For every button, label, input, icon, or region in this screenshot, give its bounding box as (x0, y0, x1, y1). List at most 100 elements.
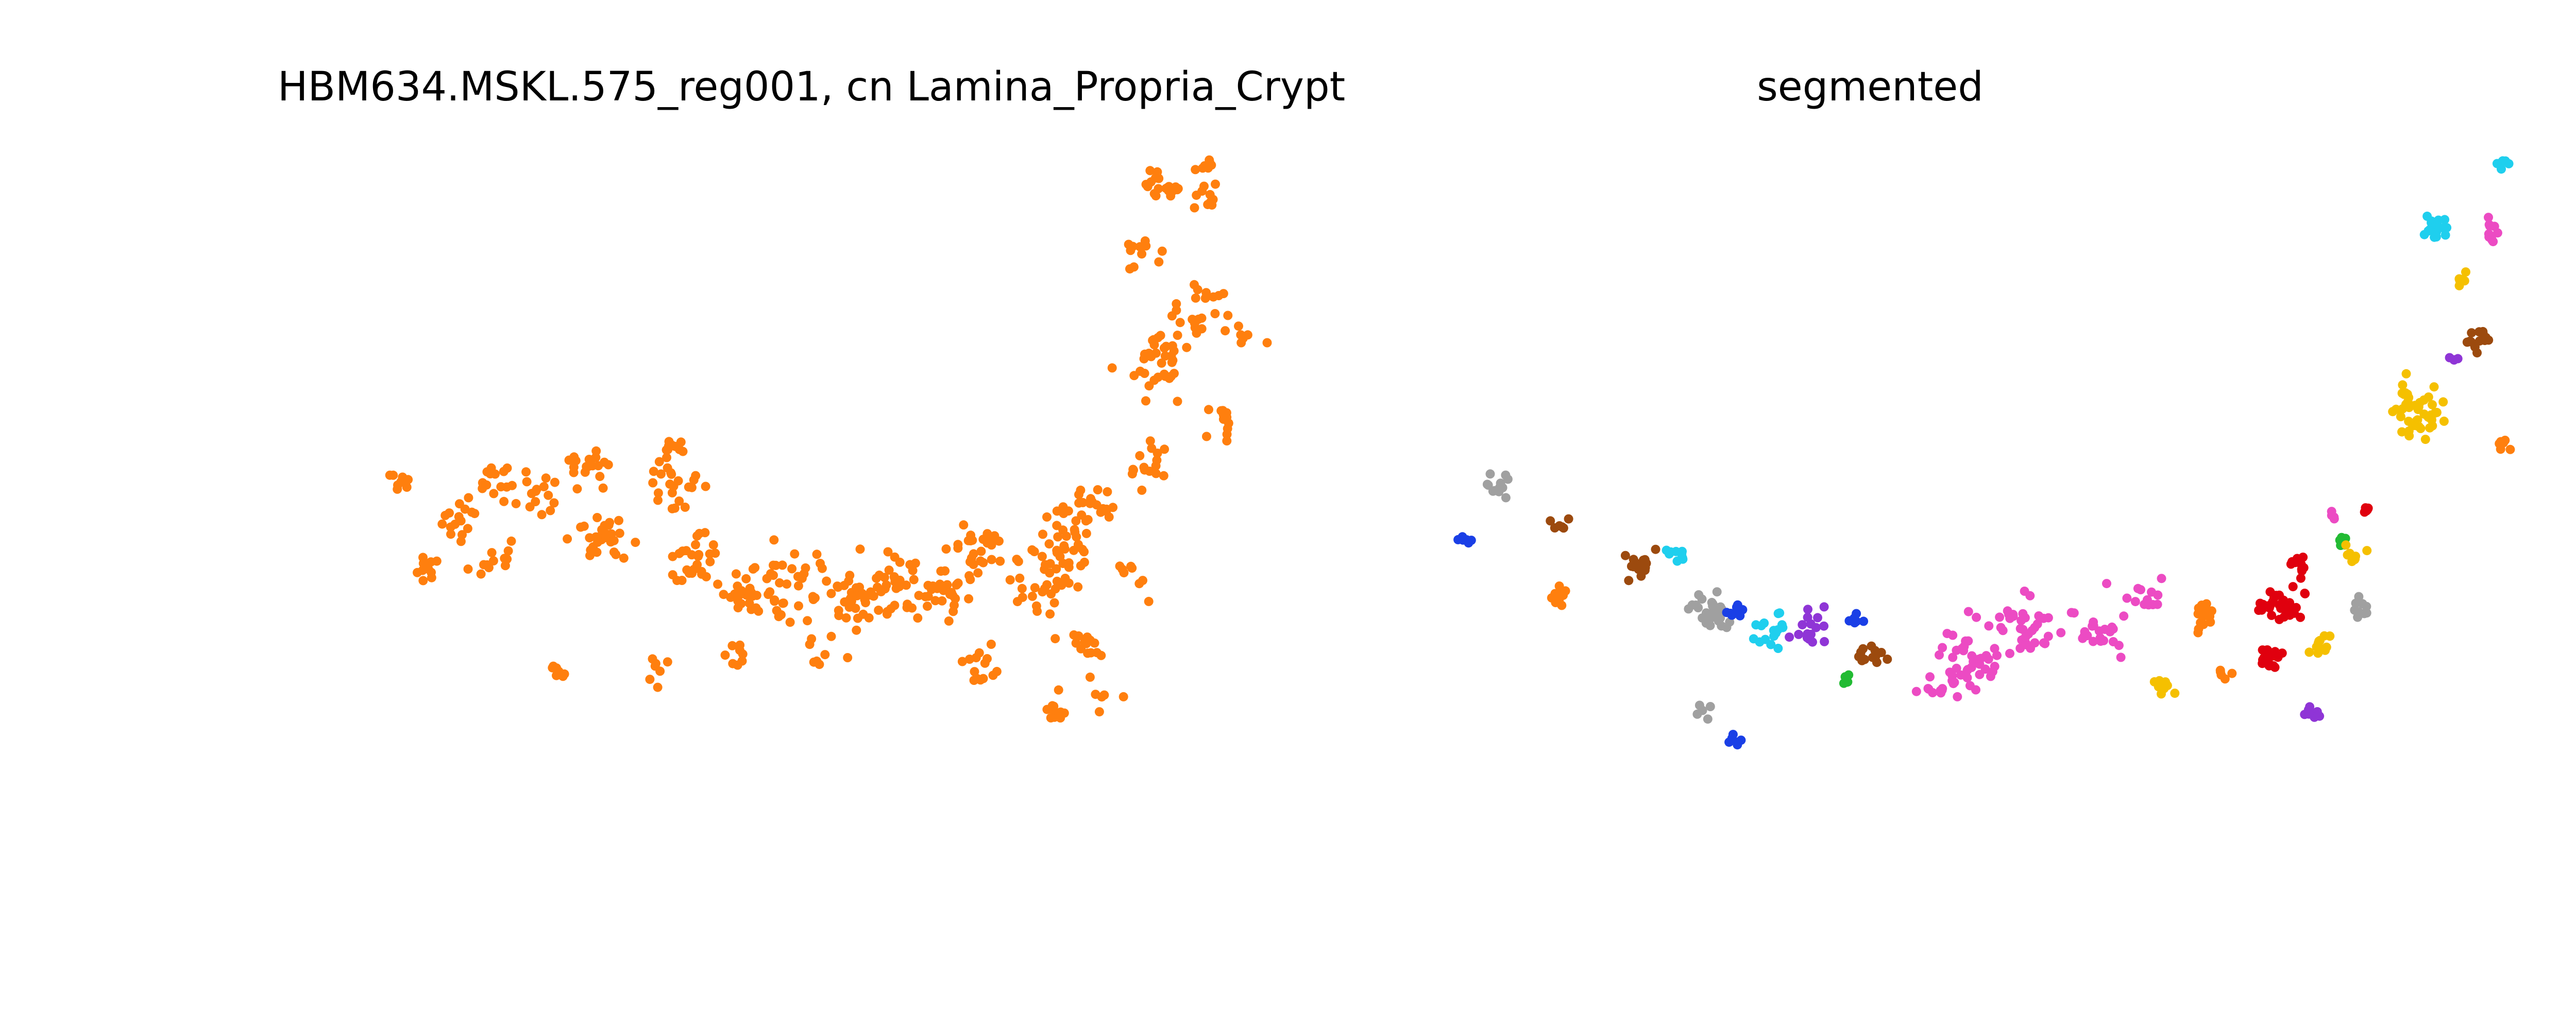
scatter-point (777, 560, 787, 570)
scatter-point (913, 613, 923, 623)
scatter-point (1222, 436, 1232, 445)
scatter-point (1785, 632, 1794, 642)
scatter-point (1032, 606, 1042, 616)
scatter-point (731, 569, 741, 579)
scatter-point (1127, 469, 1137, 479)
scatter-point (713, 579, 723, 589)
scatter-point (883, 547, 893, 557)
scatter-point (1061, 531, 1071, 541)
scatter-point (546, 506, 555, 516)
scatter-point (1140, 369, 1149, 378)
scatter-point (1040, 564, 1049, 574)
scatter-point (1091, 690, 1100, 699)
scatter-point (525, 502, 535, 512)
scatter-point (719, 590, 728, 599)
scatter-point (2043, 631, 2053, 641)
scatter-point (727, 641, 737, 650)
scatter-point (1059, 708, 1069, 718)
scatter-point (500, 561, 510, 571)
scatter-point (1127, 563, 1137, 573)
scatter-point (499, 467, 509, 476)
scatter-point (970, 667, 979, 677)
scatter-point (1157, 358, 1166, 368)
scatter-point (1488, 486, 1498, 496)
scatter-point (597, 525, 607, 535)
scatter-point (845, 571, 855, 580)
scatter-point (843, 653, 853, 662)
scatter-point (2505, 444, 2515, 454)
scatter-point (1076, 644, 1086, 654)
scatter-point (687, 569, 697, 578)
scatter-point (2144, 600, 2154, 610)
scatter-point (1147, 443, 1157, 453)
scatter-point (1698, 706, 1707, 715)
scatter-point (1869, 653, 1879, 663)
scatter-point (2018, 609, 2028, 619)
scatter-point (745, 583, 755, 593)
scatter-point (487, 548, 497, 558)
scatter-point (550, 477, 560, 487)
scatter-point (2196, 618, 2206, 628)
scatter-point (1071, 516, 1081, 526)
scatter-point (782, 579, 792, 589)
scatter-point (482, 480, 492, 490)
scatter-point (446, 529, 455, 539)
scatter-point (1995, 612, 2005, 622)
scatter-point (720, 650, 730, 660)
scatter-point (2341, 540, 2351, 550)
scatter-point (1749, 634, 1758, 644)
scatter-point (708, 540, 718, 550)
scatter-point (619, 553, 629, 563)
scatter-point (418, 559, 428, 568)
scatter-point (1554, 595, 1564, 605)
scatter-point (1145, 166, 1155, 176)
scatter-point (563, 534, 572, 544)
scatter-point (584, 455, 594, 464)
scatter-point (1099, 690, 1109, 700)
scatter-point (889, 572, 899, 581)
scatter-point (2415, 398, 2425, 407)
scatter-point (2412, 416, 2421, 425)
scatter-point (812, 656, 822, 666)
scatter-point (902, 580, 911, 590)
scatter-point (2419, 230, 2429, 239)
scatter-point (852, 625, 861, 635)
scatter-point (1191, 293, 1200, 303)
scatter-point (1050, 584, 1060, 594)
scatter-point (1839, 678, 1849, 688)
scatter-point (937, 596, 947, 606)
scatter-point (1085, 672, 1095, 682)
scatter-point (1928, 688, 1938, 697)
scatter-point (2116, 653, 2126, 662)
scatter-point (1948, 679, 1958, 689)
scatter-point (1143, 182, 1153, 192)
scatter-point (1012, 597, 1022, 607)
scatter-point (1101, 506, 1111, 516)
scatter-point (655, 666, 665, 676)
scatter-point (1651, 544, 1660, 554)
scatter-point (1819, 602, 1829, 612)
scatter-point (2147, 587, 2156, 597)
scatter-point (1074, 498, 1084, 508)
scatter-point (1144, 596, 1154, 606)
scatter-point (2005, 648, 2014, 658)
scatter-point (855, 544, 865, 554)
right-scatter-plot (1453, 156, 2515, 750)
scatter-point (2441, 230, 2450, 240)
scatter-point (1129, 371, 1139, 381)
scatter-point (951, 594, 960, 604)
scatter-point (988, 671, 998, 680)
scatter-point (1045, 609, 1055, 619)
scatter-point (1017, 583, 1027, 593)
scatter-point (1813, 613, 1822, 623)
scatter-point (886, 604, 896, 614)
scatter-point (851, 604, 860, 613)
scatter-point (645, 675, 655, 684)
scatter-point (1859, 616, 1869, 626)
scatter-point (2353, 607, 2363, 616)
scatter-point (1167, 357, 1177, 367)
scatter-point (874, 605, 884, 615)
scatter-point (1052, 548, 1062, 558)
scatter-point (1482, 479, 1492, 489)
scatter-point (2094, 626, 2104, 636)
